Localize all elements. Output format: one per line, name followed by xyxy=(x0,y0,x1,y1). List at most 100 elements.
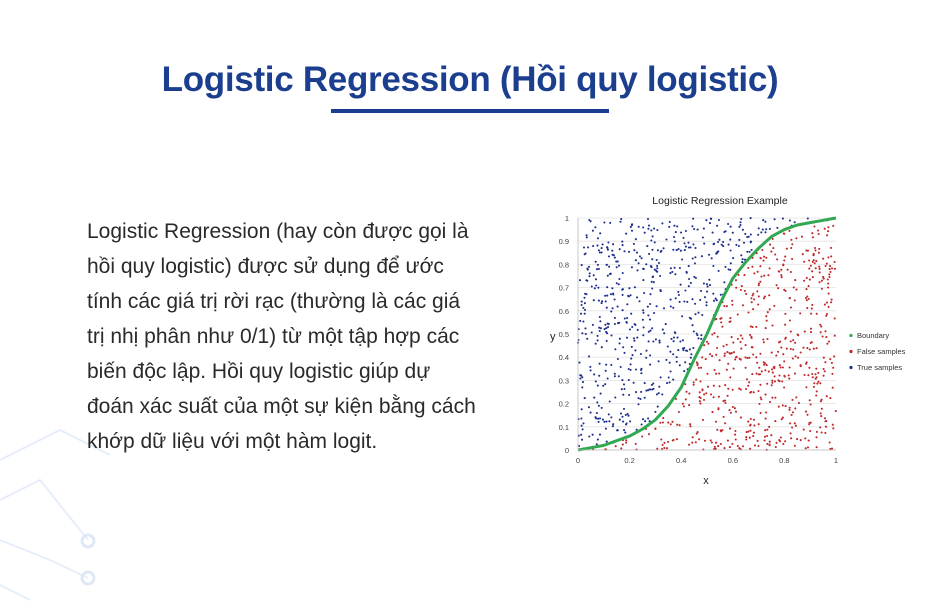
true-sample-point xyxy=(643,231,646,234)
false-sample-point xyxy=(634,442,637,445)
false-sample-point xyxy=(780,418,783,421)
true-sample-point xyxy=(581,376,584,379)
true-sample-point xyxy=(668,381,671,384)
true-sample-point xyxy=(677,349,680,352)
true-sample-point xyxy=(616,305,619,308)
false-sample-point xyxy=(781,404,784,407)
true-sample-point xyxy=(598,433,602,436)
false-sample-point xyxy=(809,341,812,344)
true-sample-point xyxy=(655,269,658,272)
true-sample-point xyxy=(608,420,611,423)
false-sample-point xyxy=(766,311,769,314)
false-sample-point xyxy=(819,400,822,403)
true-sample-point xyxy=(749,233,752,236)
false-sample-point xyxy=(819,382,822,385)
true-sample-point xyxy=(586,267,589,270)
false-sample-point xyxy=(820,325,823,328)
false-sample-point xyxy=(744,366,747,369)
true-sample-point xyxy=(627,295,630,298)
false-sample-point xyxy=(785,347,788,350)
true-sample-point xyxy=(719,293,722,296)
false-sample-point xyxy=(722,345,725,348)
true-sample-point xyxy=(761,228,764,231)
true-sample-point xyxy=(741,261,744,264)
true-sample-point xyxy=(599,327,602,330)
true-sample-point xyxy=(633,286,636,289)
false-sample-point xyxy=(789,422,792,425)
false-sample-point xyxy=(816,382,819,385)
false-sample-point xyxy=(727,362,730,365)
true-sample-point xyxy=(640,367,643,370)
true-sample-point xyxy=(583,296,586,299)
false-sample-point xyxy=(784,440,787,443)
true-sample-point xyxy=(650,266,653,269)
false-sample-point xyxy=(768,440,771,443)
true-sample-point xyxy=(688,348,691,351)
true-sample-point xyxy=(651,287,654,290)
false-sample-point xyxy=(790,246,793,250)
false-sample-point xyxy=(815,436,818,439)
false-sample-point xyxy=(808,421,811,424)
true-sample-point xyxy=(588,275,591,278)
false-sample-point xyxy=(793,444,796,447)
false-sample-point xyxy=(731,388,734,391)
true-sample-point xyxy=(664,323,667,326)
true-sample-point xyxy=(653,311,656,315)
false-sample-point xyxy=(781,416,784,419)
false-sample-point xyxy=(752,353,755,356)
false-sample-point xyxy=(739,340,742,344)
false-sample-point xyxy=(826,342,829,345)
true-sample-point xyxy=(607,413,610,416)
false-sample-point xyxy=(773,380,777,383)
true-sample-point xyxy=(637,262,640,265)
true-sample-point xyxy=(684,229,687,233)
x-tick-label: 0.4 xyxy=(676,456,686,465)
true-sample-point xyxy=(580,433,583,436)
false-sample-point xyxy=(791,257,794,261)
true-sample-point xyxy=(689,356,692,359)
true-sample-point xyxy=(596,244,599,247)
true-sample-point xyxy=(604,294,607,297)
true-sample-point xyxy=(632,337,635,340)
true-sample-point xyxy=(724,230,727,233)
false-sample-point xyxy=(766,428,769,431)
false-sample-point xyxy=(802,346,805,349)
true-sample-point xyxy=(598,417,602,420)
false-sample-point xyxy=(827,226,830,229)
true-sample-point xyxy=(608,400,611,403)
false-sample-point xyxy=(829,246,833,249)
false-sample-point xyxy=(820,287,823,290)
true-sample-point xyxy=(762,219,765,222)
true-sample-point xyxy=(781,217,784,220)
description-line: tính các giá trị rời rạc (thường là các … xyxy=(87,290,461,313)
true-sample-point xyxy=(621,379,624,382)
false-sample-point xyxy=(819,331,822,334)
true-sample-point xyxy=(757,227,760,230)
false-sample-point xyxy=(826,278,829,281)
false-sample-point xyxy=(718,372,721,375)
true-sample-point xyxy=(683,249,686,252)
true-sample-point xyxy=(607,255,611,258)
true-sample-point xyxy=(714,297,717,300)
true-sample-point xyxy=(628,393,631,397)
false-sample-point xyxy=(815,367,818,370)
false-sample-point xyxy=(784,255,787,258)
true-sample-point xyxy=(614,396,617,399)
legend-swatch xyxy=(849,349,853,354)
true-sample-point xyxy=(649,293,652,296)
false-sample-point xyxy=(731,405,734,409)
true-sample-point xyxy=(607,322,610,326)
true-sample-point xyxy=(631,354,634,357)
false-sample-point xyxy=(774,253,777,256)
false-sample-point xyxy=(740,285,743,288)
true-sample-point xyxy=(739,223,742,227)
true-sample-point xyxy=(620,388,623,391)
true-sample-point xyxy=(679,231,683,234)
false-sample-point xyxy=(778,374,781,377)
true-sample-point xyxy=(642,226,645,229)
false-sample-point xyxy=(709,439,712,442)
false-sample-point xyxy=(778,364,781,367)
false-sample-point xyxy=(696,362,699,365)
true-sample-point xyxy=(649,329,652,332)
true-sample-point xyxy=(693,275,696,278)
